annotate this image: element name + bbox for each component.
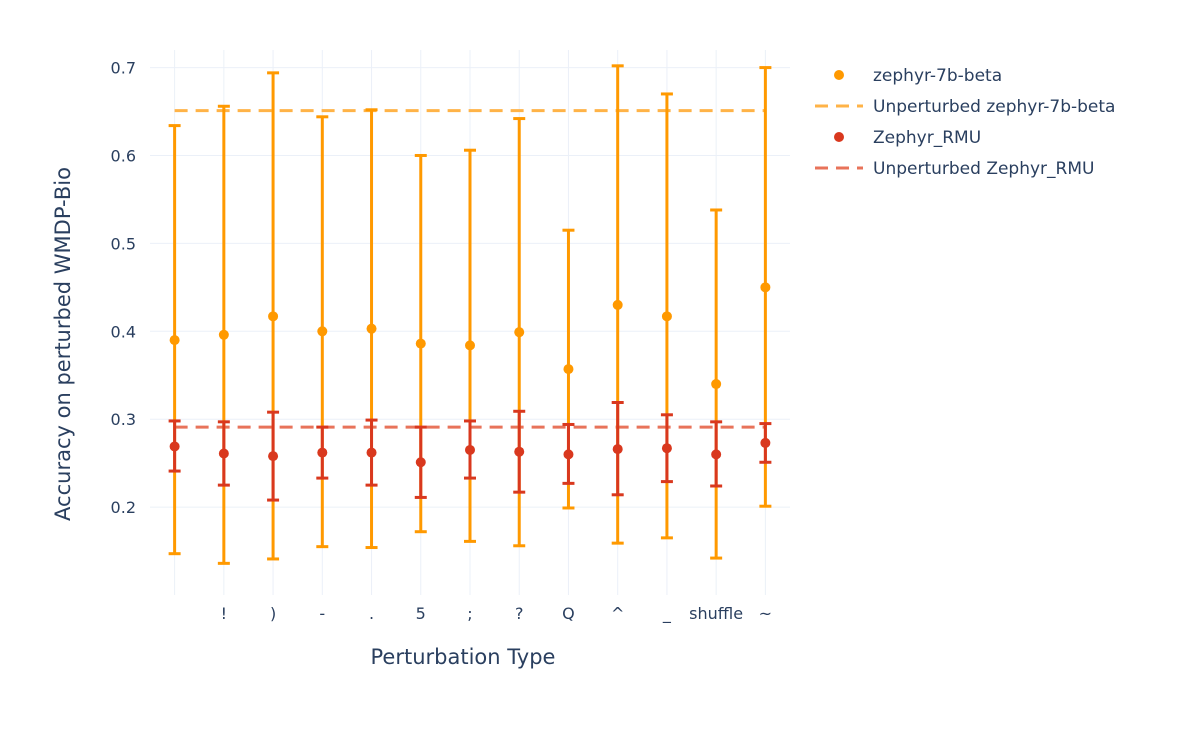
y-tick-label: 0.7 — [111, 59, 136, 78]
data-point — [465, 444, 475, 455]
x-tick-label: ) — [270, 604, 276, 623]
x-tick-label: 5 — [416, 604, 426, 623]
data-point — [415, 338, 426, 349]
data-point — [612, 299, 623, 310]
legend: zephyr-7b-beta Unperturbed zephyr-7b-beta… — [815, 66, 1115, 179]
data-point — [465, 340, 475, 351]
x-tick-label: ! — [221, 604, 227, 623]
data-point — [514, 327, 525, 338]
data-point — [711, 379, 722, 390]
x-axis-ticks: !) -. 5;? Q ^ _ shuffle ~ — [221, 604, 772, 624]
data-point — [169, 441, 180, 452]
legend-label: Unperturbed zephyr-7b-beta — [873, 97, 1115, 117]
x-tick-label: ? — [515, 604, 524, 623]
x-axis-title: Perturbation Type — [371, 645, 556, 669]
data-point — [661, 311, 672, 322]
x-tick-label: - — [319, 604, 325, 623]
data-point — [366, 323, 377, 334]
x-tick-label: shuffle — [689, 604, 743, 623]
data-point — [218, 448, 229, 459]
data-point — [268, 311, 279, 322]
y-axis-title: Accuracy on perturbed WMDP-Bio — [51, 167, 75, 521]
data-point — [317, 447, 328, 458]
x-tick-label: ^ — [611, 604, 624, 623]
data-point — [317, 326, 328, 337]
y-tick-label: 0.5 — [111, 234, 136, 253]
data-point — [218, 329, 229, 340]
data-point — [711, 449, 722, 460]
data-point — [612, 444, 623, 455]
legend-marker — [834, 70, 844, 80]
legend-label: zephyr-7b-beta — [873, 66, 1002, 86]
data-point — [563, 364, 574, 375]
y-axis-ticks: 0.2 0.3 0.4 0.5 0.6 0.7 — [111, 59, 136, 518]
legend-marker — [834, 132, 844, 142]
y-tick-label: 0.6 — [111, 146, 136, 165]
data-point — [169, 335, 180, 346]
y-tick-label: 0.3 — [111, 410, 136, 429]
data-point — [514, 446, 525, 457]
y-tick-label: 0.4 — [111, 322, 136, 341]
data-point — [563, 449, 574, 460]
data-marks — [168, 64, 772, 565]
data-point — [268, 451, 279, 462]
x-tick-label: ; — [467, 604, 472, 623]
legend-label: Zephyr_RMU — [873, 128, 981, 148]
x-tick-label: _ — [662, 604, 672, 624]
y-tick-label: 0.2 — [111, 498, 136, 517]
x-tick-label: ~ — [759, 604, 772, 623]
x-tick-label: Q — [562, 604, 575, 623]
data-point — [760, 437, 771, 448]
data-point — [661, 443, 672, 454]
legend-label: Unperturbed Zephyr_RMU — [873, 159, 1094, 179]
data-point — [366, 447, 377, 458]
data-point — [415, 457, 426, 468]
data-point — [760, 282, 771, 293]
x-tick-label: . — [369, 604, 374, 623]
